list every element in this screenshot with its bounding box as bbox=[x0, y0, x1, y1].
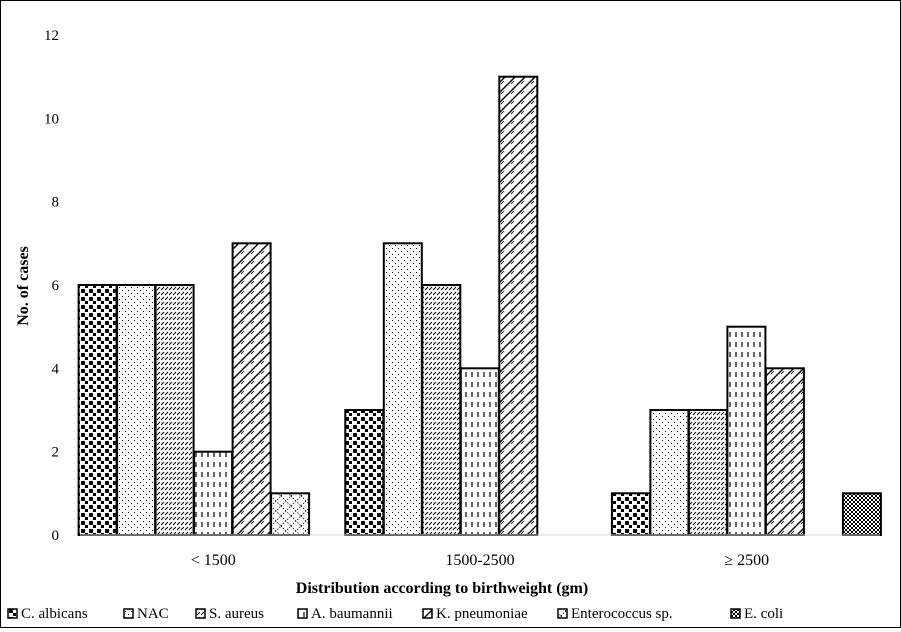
legend-label: S. aureus bbox=[209, 606, 264, 622]
x-category-label: < 1500 bbox=[191, 552, 236, 569]
bar-s-aureus-1500 bbox=[154, 284, 195, 536]
bar-enterococcus-sp-1500 bbox=[270, 492, 311, 536]
bar-nac-2500 bbox=[649, 409, 690, 536]
legend-swatch bbox=[195, 608, 206, 619]
legend-swatch bbox=[7, 608, 18, 619]
bar-a-baumannii-2500 bbox=[726, 325, 767, 537]
bar-nac-1500-2500 bbox=[382, 242, 423, 537]
legend-label: A. baumannii bbox=[311, 606, 393, 622]
bar-k-pneumoniae-2500 bbox=[764, 367, 805, 536]
legend-swatch bbox=[422, 608, 433, 619]
bar-a-baumannii-1500 bbox=[193, 450, 234, 537]
y-tick-label: 8 bbox=[52, 195, 60, 211]
legend-label: NAC bbox=[137, 606, 169, 622]
legend-swatch bbox=[123, 608, 134, 619]
legend-item-a-baumannii: A. baumannii bbox=[297, 606, 393, 622]
y-axis-title: No. of cases bbox=[15, 246, 32, 326]
legend-swatch bbox=[557, 608, 568, 619]
bar-c-albicans-2500 bbox=[610, 492, 651, 536]
x-category-label: ≥ 2500 bbox=[724, 552, 769, 569]
y-tick-label: 10 bbox=[44, 111, 59, 127]
bar-k-pneumoniae-1500-2500 bbox=[498, 75, 539, 536]
y-tick-label: 12 bbox=[44, 28, 59, 44]
legend-label: C. albicans bbox=[21, 606, 88, 622]
bar-k-pneumoniae-1500 bbox=[231, 242, 272, 537]
y-axis-ticks: 0 2 4 6 8 10 12 bbox=[44, 28, 60, 544]
bar-nac-1500 bbox=[116, 284, 157, 536]
bar-c-albicans-1500 bbox=[77, 284, 118, 536]
x-axis-categories: < 1500 1500-2500 ≥ 2500 bbox=[191, 552, 769, 569]
y-tick-label: 0 bbox=[52, 528, 60, 544]
legend-item-c-albicans: C. albicans bbox=[7, 606, 88, 622]
legend-label: E. coli bbox=[744, 606, 783, 622]
legend-label: Enterococcus sp. bbox=[571, 606, 673, 622]
legend-item-nac: NAC bbox=[123, 606, 169, 622]
legend-item-enterococcus-sp: Enterococcus sp. bbox=[557, 606, 673, 622]
bar-e-coli-2500 bbox=[841, 492, 882, 536]
legend-swatch bbox=[297, 608, 308, 619]
bar-c-albicans-1500-2500 bbox=[344, 409, 385, 536]
bars bbox=[77, 75, 882, 537]
y-tick-label: 4 bbox=[52, 361, 60, 377]
legend: C. albicans NAC S. aureus A. baumannii K. pn… bbox=[7, 606, 783, 622]
x-axis-title: Distribution according to birthweight (g… bbox=[296, 580, 588, 597]
legend-swatch bbox=[730, 608, 741, 619]
bar-a-baumannii-1500-2500 bbox=[459, 367, 500, 536]
y-tick-label: 2 bbox=[52, 445, 60, 461]
legend-item-k-pneumoniae: K. pneumoniae bbox=[422, 606, 528, 622]
y-tick-label: 6 bbox=[52, 278, 60, 294]
legend-label: K. pneumoniae bbox=[436, 606, 528, 622]
bar-s-aureus-2500 bbox=[687, 409, 728, 536]
legend-item-s-aureus: S. aureus bbox=[195, 606, 264, 622]
bar-s-aureus-1500-2500 bbox=[421, 284, 462, 536]
x-category-label: 1500-2500 bbox=[445, 552, 514, 569]
legend-item-e-coli: E. coli bbox=[730, 606, 783, 622]
